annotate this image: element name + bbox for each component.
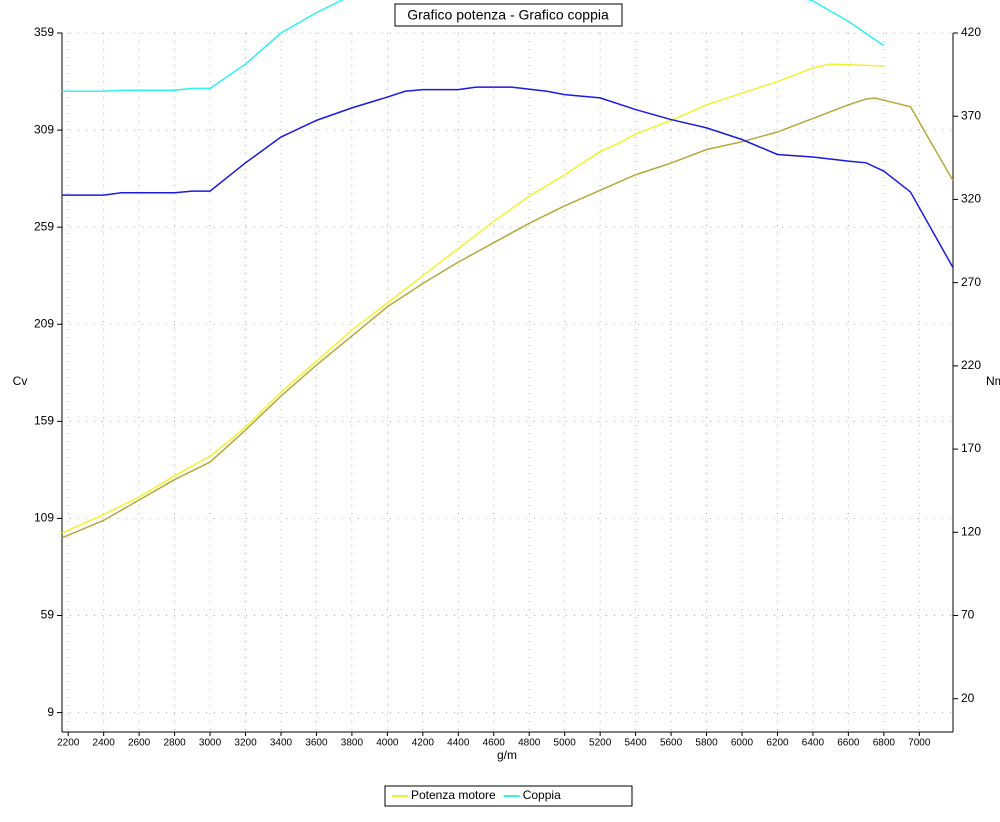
x-tick-label: 3800 [341,738,364,749]
series-line [61,63,884,534]
x-tick-label: 4800 [518,738,541,749]
y-tick-label: 259 [34,219,54,233]
x-tick-label: 5600 [660,738,683,749]
x-tick-label: 6000 [731,738,754,749]
y2-tick-label: 270 [961,275,981,289]
x-tick-label: 3200 [234,738,257,749]
series-line [62,0,885,92]
y2-tick-label: 70 [961,608,975,622]
y2-tick-label: 20 [961,691,975,705]
x-tick-label: 5400 [624,738,647,749]
y2-tick-label: 220 [961,358,981,372]
legend-label: Coppia [523,788,561,802]
x-tick-label: 6800 [873,738,896,749]
x-axis-label: g/m [497,748,517,762]
y-tick-label: 209 [34,316,54,330]
y-tick-label: 359 [34,25,54,39]
x-tick-label: 4200 [412,738,435,749]
x-tick-label: 6400 [802,738,825,749]
y2-tick-label: 170 [961,441,981,455]
x-tick-label: 5800 [695,738,718,749]
x-tick-label: 2800 [163,738,186,749]
y2-tick-label: 420 [961,25,981,39]
y-tick-label: 9 [47,705,54,719]
x-tick-label: 5200 [589,738,612,749]
chart-title: Grafico potenza - Grafico coppia [407,7,609,23]
y-tick-label: 109 [34,511,54,525]
y2-tick-label: 120 [961,524,981,538]
x-tick-label: 5000 [554,738,577,749]
x-tick-label: 4600 [483,738,506,749]
y-tick-label: 309 [34,122,54,136]
y2-tick-label: 370 [961,108,981,122]
x-tick-label: 4400 [447,738,470,749]
series-line [61,97,954,539]
x-tick-label: 2600 [128,738,151,749]
x-tick-label: 6200 [766,738,789,749]
x-tick-label: 3000 [199,738,222,749]
x-tick-label: 2400 [93,738,116,749]
series-line [62,86,954,269]
x-tick-label: 2200 [57,738,80,749]
y2-tick-label: 320 [961,192,981,206]
title-box [394,3,623,27]
y2-axis-label: Nm [986,374,1000,388]
y-tick-label: 159 [34,414,54,428]
y-axis-label: Cv [13,374,28,388]
y-tick-label: 59 [41,608,55,622]
legend-label: Potenza motore [411,788,496,802]
x-tick-label: 6600 [837,738,860,749]
x-tick-label: 7000 [908,738,931,749]
x-tick-label: 3400 [270,738,293,749]
x-tick-label: 4000 [376,738,399,749]
x-tick-label: 3600 [305,738,328,749]
